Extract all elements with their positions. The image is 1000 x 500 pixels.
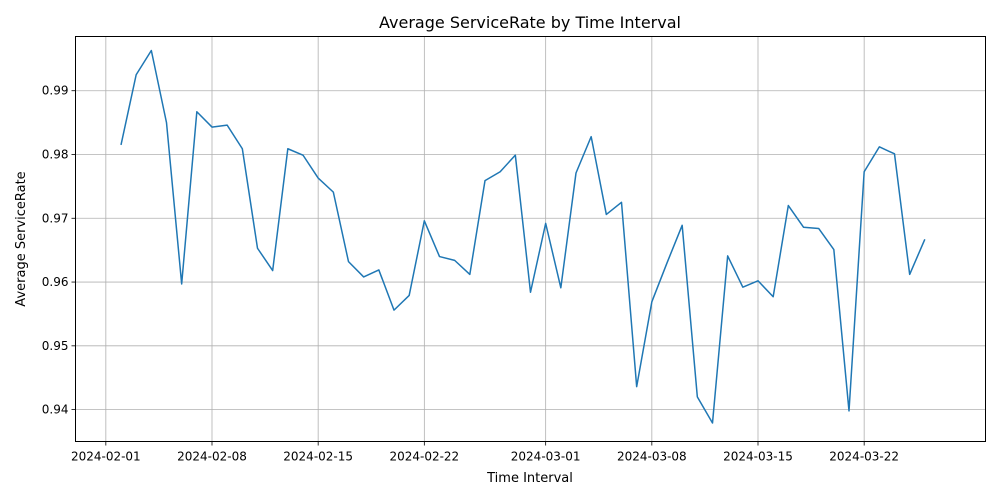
x-axis-label: Time Interval — [486, 471, 573, 486]
series-line — [120, 49, 926, 424]
y-tick-label: 0.99 — [42, 84, 69, 98]
y-tick-label: 0.96 — [42, 275, 69, 289]
x-tick-label: 2024-03-15 — [723, 450, 793, 464]
grid — [75, 36, 986, 442]
y-tick-label: 0.95 — [42, 339, 69, 353]
y-axis: 0.94 0.95 0.96 0.97 0.98 0.99 — [42, 84, 76, 417]
x-axis: 2024-02-01 2024-02-08 2024-02-15 2024-02-22… — [71, 441, 899, 464]
x-tick-label: 2024-03-01 — [511, 450, 581, 464]
y-tick-label: 0.97 — [42, 211, 69, 225]
x-tick-label: 2024-02-22 — [389, 450, 459, 464]
plot-frame — [75, 36, 986, 442]
y-tick-label: 0.94 — [42, 403, 69, 417]
x-tick-label: 2024-03-08 — [617, 450, 687, 464]
chart-title: Average ServiceRate by Time Interval — [379, 13, 681, 32]
x-tick-label: 2024-02-08 — [177, 450, 247, 464]
y-tick-label: 0.98 — [42, 147, 69, 161]
x-tick-label: 2024-03-22 — [829, 450, 899, 464]
y-axis-label: Average ServiceRate — [14, 171, 29, 306]
x-tick-label: 2024-02-15 — [283, 450, 353, 464]
x-tick-label: 2024-02-01 — [71, 450, 141, 464]
